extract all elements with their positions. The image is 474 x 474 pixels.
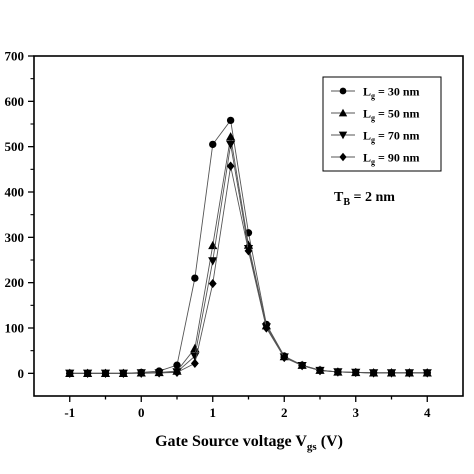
data-point (316, 366, 324, 376)
series-line (69, 144, 428, 374)
y-tick-label: 600 (5, 94, 25, 109)
data-point (65, 368, 74, 378)
legend-label: Lg = 70 nm (363, 129, 420, 145)
data-point (244, 246, 253, 256)
data-point (351, 367, 360, 378)
data-point (119, 368, 128, 378)
y-tick-label: 700 (5, 49, 25, 64)
y-tick-label: 200 (5, 275, 25, 290)
data-point (387, 368, 396, 378)
data-point (226, 132, 236, 141)
series-layer (65, 116, 432, 378)
legend-marker (338, 108, 348, 117)
axes: -1 0 1 2 3 4 0 100 200 300 400 500 600 700 (5, 49, 432, 421)
y-tick-label: 0 (18, 366, 25, 381)
legend-marker (339, 152, 347, 162)
data-point (137, 368, 146, 378)
x-tick-label: 1 (210, 405, 217, 420)
x-tick-label: 0 (138, 405, 145, 420)
series-3 (65, 140, 432, 378)
legend-marker (338, 131, 348, 140)
data-point (101, 368, 110, 378)
legend-marker (339, 87, 347, 95)
legend-label: Lg = 90 nm (363, 151, 420, 167)
legend-item: Lg = 70 nm (331, 129, 420, 145)
data-point (226, 161, 235, 171)
annotation: TB = 2 nm (334, 190, 395, 208)
y-tick-label: 500 (5, 139, 25, 154)
data-point (155, 368, 164, 378)
y-tick-label: 400 (5, 185, 25, 200)
series-4 (65, 161, 432, 378)
data-point (298, 361, 307, 371)
x-axis-label: Gate Source voltage Vgs (V) (155, 433, 343, 453)
data-point (423, 368, 432, 378)
x-tick-label: 2 (281, 405, 288, 420)
data-point (280, 352, 289, 363)
y-tick-label: 300 (5, 230, 25, 245)
x-tick-label: -1 (64, 405, 75, 420)
data-point (226, 140, 236, 149)
data-point (173, 367, 181, 378)
legend: Lg = 30 nm Lg = 50 nm Lg = 70 nm Lg = 90 nm (322, 76, 442, 172)
data-point (333, 367, 342, 377)
legend-item: Lg = 50 nm (331, 107, 420, 123)
data-point (226, 116, 235, 125)
data-point (262, 323, 271, 333)
x-tick-label: 3 (353, 405, 360, 420)
data-point (208, 278, 217, 289)
annotation-label: TB = 2 nm (334, 190, 395, 208)
data-point (173, 361, 181, 369)
data-point (369, 368, 378, 378)
data-point (209, 140, 217, 149)
legend-label: Lg = 50 nm (363, 107, 420, 123)
data-point (191, 274, 199, 282)
legend-item: Lg = 30 nm (331, 85, 420, 101)
x-tick-label: 4 (424, 405, 431, 420)
data-point (208, 257, 218, 266)
legend-item: Lg = 90 nm (331, 151, 420, 167)
data-point (405, 368, 414, 378)
y-tick-label: 100 (5, 321, 25, 336)
data-point (83, 368, 92, 378)
data-point (190, 343, 200, 353)
data-point (190, 358, 199, 368)
legend-label: Lg = 30 nm (363, 85, 420, 101)
